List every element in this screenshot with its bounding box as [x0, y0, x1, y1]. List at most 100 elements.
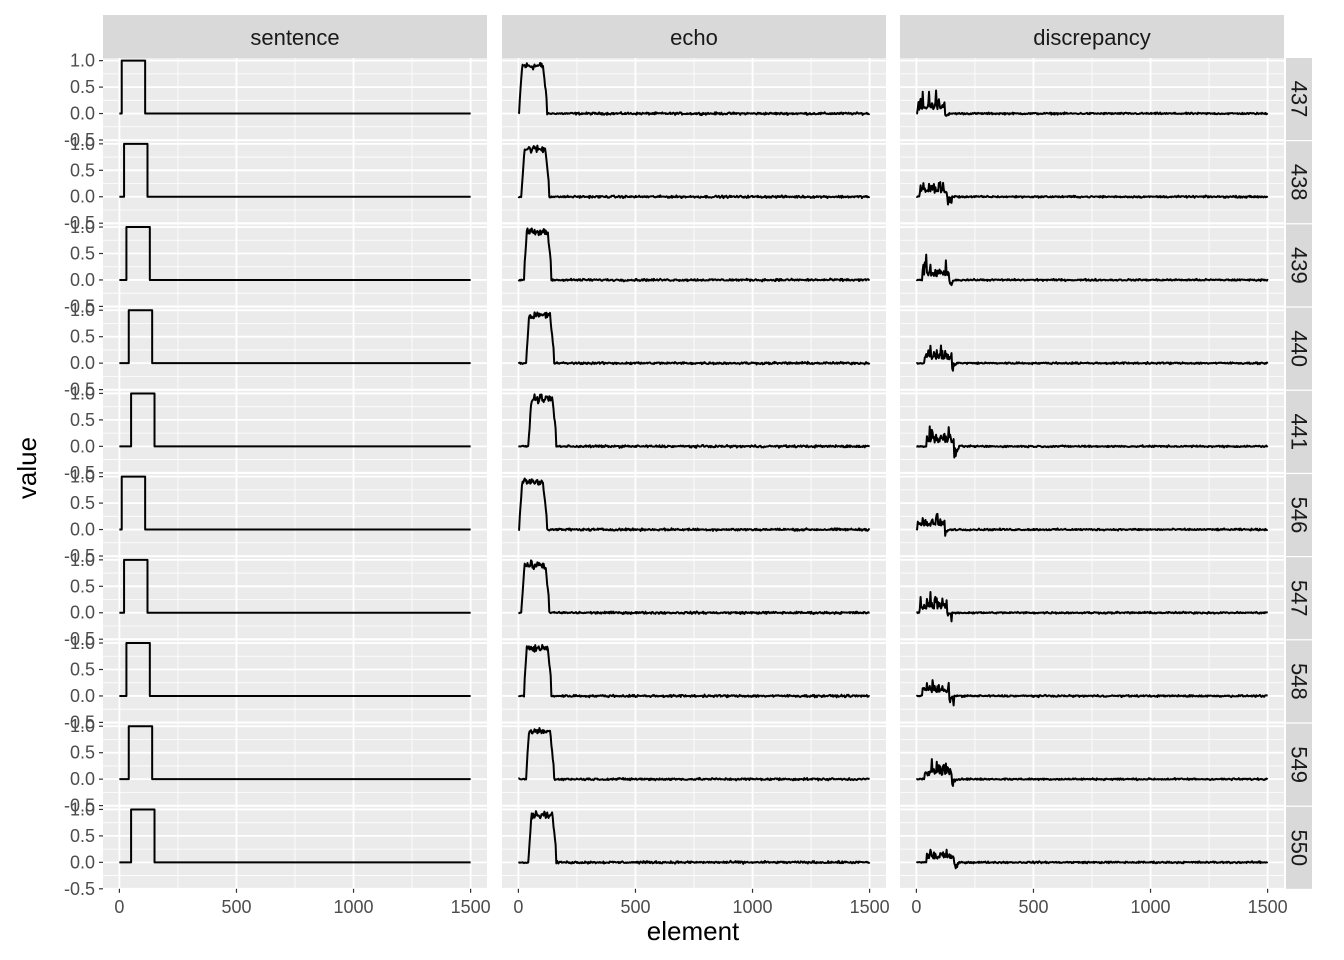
y-tick-label: -0.5: [64, 213, 95, 233]
panel-discrepancy-547: [900, 557, 1284, 641]
series-line-sentence-546: [119, 475, 471, 531]
panel-discrepancy-546: [900, 474, 1284, 557]
panel-echo-437: [502, 58, 886, 141]
panel-discrepancy-438: [900, 141, 1284, 225]
x-tick-label: 1000: [334, 897, 374, 917]
series-line-discrepancy-439: [915, 253, 1269, 287]
x-axes: 0 500 1000 1500 0 500 1000 1500 0 500 1000 1500: [114, 888, 1288, 917]
panel-discrepancy-550: [900, 806, 1284, 890]
series-line-discrepancy-441: [916, 425, 1269, 459]
y-tick-label: -0.5: [64, 296, 95, 316]
series-line-echo-440: [517, 311, 871, 366]
y-tick-label: 1.0: [70, 217, 95, 237]
y-tick-label: 0.5: [70, 410, 95, 430]
row-strip-label-437: 437: [1287, 81, 1312, 118]
series-line-sentence-550: [119, 808, 471, 864]
y-tick-label: -0.5: [64, 796, 95, 816]
panel-discrepancy-437: [900, 58, 1284, 141]
column-strip-discrepancy: [900, 15, 1284, 58]
y-tick-label: 0.5: [70, 77, 95, 97]
y-tick-label: 0.0: [70, 769, 95, 789]
x-tick-label: 500: [620, 897, 650, 917]
x-tick-label: 0: [911, 897, 921, 917]
panel-echo-549: [502, 723, 886, 807]
row-strip-label-546: 546: [1287, 497, 1312, 534]
row-strip-label-441: 441: [1287, 413, 1312, 450]
series-line-sentence-547: [119, 558, 471, 614]
row-strip-546: [1286, 474, 1312, 556]
series-line-echo-439: [517, 227, 870, 283]
series-line-sentence-437: [119, 59, 471, 115]
panel-echo-438: [502, 141, 886, 225]
panel-sentence-439: [103, 224, 487, 308]
series-line-echo-441: [518, 393, 870, 449]
column-strip-echo: [502, 15, 886, 58]
y-tick-label: -0.5: [64, 130, 95, 150]
series-line-discrepancy-437: [916, 89, 1269, 117]
panel-echo-440: [502, 307, 886, 391]
x-tick-label: 500: [221, 897, 251, 917]
y-tick-label: 0.5: [70, 327, 95, 347]
y-tick-label: -0.5: [64, 546, 95, 566]
column-strips: sentence echo discrepancy: [103, 15, 1284, 58]
panel-echo-441: [502, 390, 886, 474]
series-line-discrepancy-547: [916, 591, 1269, 623]
row-strip-549: [1286, 723, 1312, 806]
series-line-sentence-439: [119, 226, 471, 281]
y-tick-label: 1.0: [70, 51, 95, 71]
row-strip-label-547: 547: [1287, 580, 1312, 617]
panel-discrepancy-548: [900, 640, 1284, 724]
y-tick-label: -0.5: [64, 712, 95, 732]
series-line-echo-548: [518, 643, 870, 699]
row-strip-438: [1286, 141, 1312, 224]
panel-sentence-546: [103, 474, 487, 557]
x-tick-label: 1500: [850, 897, 890, 917]
y-tick-label: 1.0: [70, 467, 95, 487]
y-tick-label: 1.0: [70, 550, 95, 570]
x-tick-label: 1500: [451, 897, 491, 917]
y-tick-label: 0.0: [70, 104, 95, 124]
row-strip-label-440: 440: [1287, 330, 1312, 367]
y-tick-label: 0.0: [70, 852, 95, 872]
y-tick-label: 0.5: [70, 243, 95, 263]
panel-echo-547: [502, 557, 886, 641]
series-line-echo-437: [517, 61, 871, 117]
panel-discrepancy-440: [900, 307, 1284, 391]
series-line-echo-549: [518, 727, 870, 782]
x-tick-label: 1000: [1131, 897, 1171, 917]
series-line-discrepancy-550: [916, 848, 1269, 870]
panel-discrepancy-439: [900, 224, 1284, 308]
y-axes: -0.50.00.51.0-0.50.00.51.0-0.50.00.51.0-…: [64, 51, 103, 899]
panel-discrepancy-549: [900, 723, 1284, 807]
y-tick-label: 1.0: [70, 633, 95, 653]
row-strip-548: [1286, 640, 1312, 723]
row-strip-label-439: 439: [1287, 247, 1312, 284]
panel-discrepancy-441: [900, 390, 1284, 474]
row-strip-437: [1286, 58, 1312, 140]
panel-echo-439: [502, 224, 886, 308]
y-tick-label: -0.5: [64, 380, 95, 400]
panel-sentence-440: [103, 307, 487, 391]
y-tick-label: 1.0: [70, 134, 95, 154]
column-strip-label-echo: echo: [670, 25, 718, 50]
x-tick-label: 1000: [733, 897, 773, 917]
y-axis-title: value: [12, 437, 42, 499]
y-tick-label: 0.0: [70, 603, 95, 623]
y-tick-label: 0.0: [70, 686, 95, 706]
row-strip-label-438: 438: [1287, 164, 1312, 201]
series-line-echo-438: [517, 144, 871, 200]
x-axis-title: element: [647, 916, 740, 946]
x-tick-label: 0: [513, 897, 523, 917]
series-line-sentence-438: [119, 142, 471, 198]
series-line-sentence-440: [119, 309, 471, 365]
panel-sentence-441: [103, 390, 487, 474]
series-line-echo-550: [518, 810, 871, 865]
panel-grid: [103, 58, 1284, 890]
y-tick-label: 1.0: [70, 716, 95, 736]
column-strip-sentence: [103, 15, 487, 58]
y-tick-label: 0.5: [70, 493, 95, 513]
y-tick-label: 0.0: [70, 353, 95, 373]
series-line-discrepancy-546: [915, 512, 1269, 537]
y-tick-label: 0.0: [70, 436, 95, 456]
